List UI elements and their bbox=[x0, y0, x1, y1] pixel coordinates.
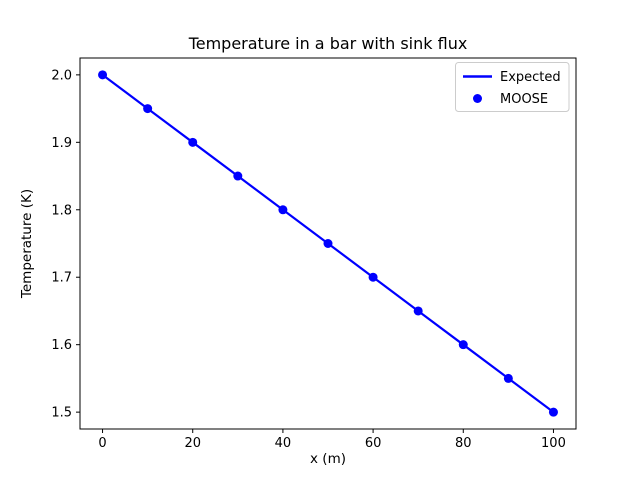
moose-point bbox=[188, 137, 198, 147]
moose-point bbox=[548, 407, 558, 417]
data-series bbox=[98, 70, 558, 417]
x-tick-label: 20 bbox=[184, 436, 201, 451]
moose-point bbox=[323, 239, 333, 248]
moose-point bbox=[368, 272, 378, 282]
chart-title: Temperature in a bar with sink flux bbox=[188, 34, 468, 53]
legend-box bbox=[455, 62, 570, 112]
y-tick-label: 1.6 bbox=[51, 338, 72, 353]
legend: Expected MOOSE bbox=[455, 62, 570, 112]
y-tick-label: 2.0 bbox=[51, 68, 72, 83]
moose-point bbox=[143, 104, 153, 114]
x-tick-label: 80 bbox=[455, 436, 472, 451]
y-tick-label: 1.9 bbox=[51, 136, 72, 151]
axes-ticks: 0 20 40 60 80 100 1.5 1.6 1.7 1.8 1.9 2.0 bbox=[51, 68, 566, 451]
legend-label-expected: Expected bbox=[500, 70, 561, 85]
legend-marker-sample bbox=[473, 94, 482, 103]
y-tick-label: 1.5 bbox=[51, 406, 72, 421]
moose-point bbox=[413, 306, 423, 316]
y-tick-label: 1.7 bbox=[51, 271, 72, 286]
x-axis-label: x (m) bbox=[310, 451, 346, 467]
x-tick-label: 0 bbox=[98, 436, 106, 451]
y-tick-label: 1.8 bbox=[51, 203, 72, 218]
legend-label-moose: MOOSE bbox=[500, 92, 548, 107]
moose-point bbox=[98, 70, 108, 80]
x-tick-label: 40 bbox=[275, 436, 292, 451]
x-tick-label: 100 bbox=[541, 436, 566, 451]
moose-point bbox=[278, 205, 288, 215]
x-tick-label: 60 bbox=[365, 436, 382, 451]
y-axis-label: Temperature (K) bbox=[19, 189, 35, 299]
moose-point bbox=[233, 171, 243, 181]
moose-point bbox=[458, 340, 468, 350]
moose-point bbox=[503, 373, 513, 383]
